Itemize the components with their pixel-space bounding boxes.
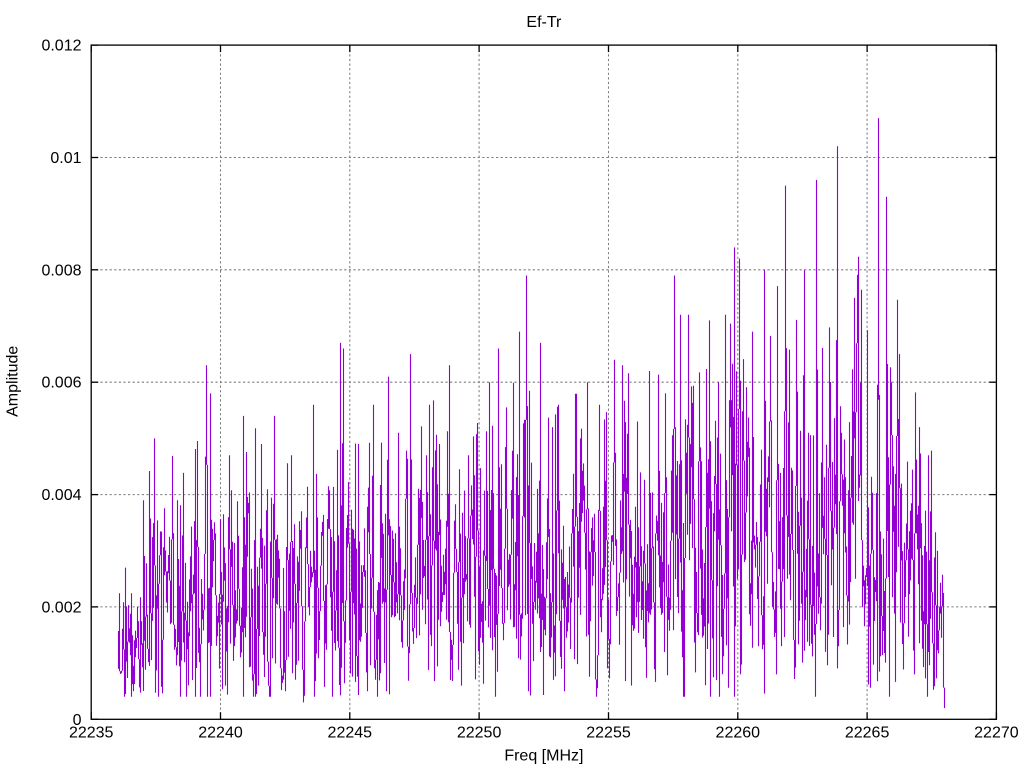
svg-text:Ef-Tr: Ef-Tr xyxy=(526,14,562,31)
svg-text:0: 0 xyxy=(73,712,82,729)
svg-text:22240: 22240 xyxy=(198,725,243,742)
svg-text:22270: 22270 xyxy=(974,725,1019,742)
svg-text:22250: 22250 xyxy=(457,725,502,742)
svg-text:Amplitude: Amplitude xyxy=(5,346,22,417)
svg-text:22265: 22265 xyxy=(845,725,890,742)
svg-text:0.01: 0.01 xyxy=(50,150,81,167)
svg-text:22255: 22255 xyxy=(586,725,631,742)
svg-text:Freq [MHz]: Freq [MHz] xyxy=(504,747,583,764)
svg-text:22235: 22235 xyxy=(69,725,114,742)
svg-text:0.012: 0.012 xyxy=(41,38,81,55)
svg-text:0.004: 0.004 xyxy=(41,487,81,504)
svg-text:0.002: 0.002 xyxy=(41,599,81,616)
svg-text:0.008: 0.008 xyxy=(41,262,81,279)
svg-text:0.006: 0.006 xyxy=(41,375,81,392)
svg-text:22245: 22245 xyxy=(328,725,373,742)
svg-text:22260: 22260 xyxy=(716,725,761,742)
